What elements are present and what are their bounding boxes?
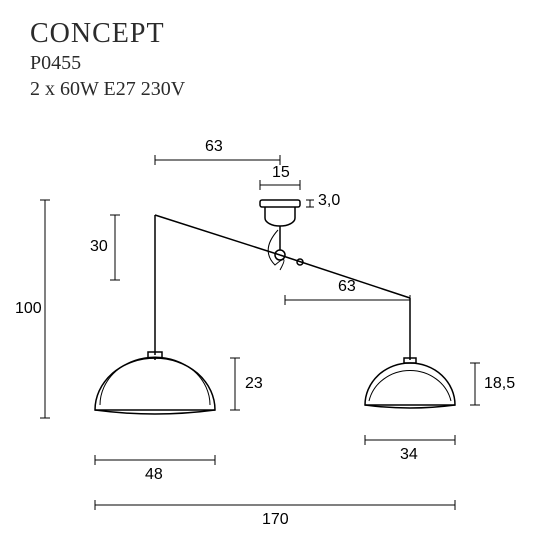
- dim-base-height: 3,0: [318, 192, 340, 210]
- dim-left-arm-drop: 30: [90, 238, 108, 256]
- dim-right-shade-height: 18,5: [484, 375, 515, 393]
- dim-total-height: 100: [15, 300, 42, 318]
- dim-arm-top-span: 63: [205, 138, 223, 156]
- technical-drawing: [0, 0, 550, 550]
- dim-right-shade-width: 34: [400, 446, 418, 464]
- dim-base-width: 15: [272, 164, 290, 182]
- dim-left-shade-width: 48: [145, 466, 163, 484]
- dim-right-arm-span: 63: [338, 278, 356, 296]
- dim-total-width: 170: [262, 511, 289, 529]
- dim-left-shade-height: 23: [245, 375, 263, 393]
